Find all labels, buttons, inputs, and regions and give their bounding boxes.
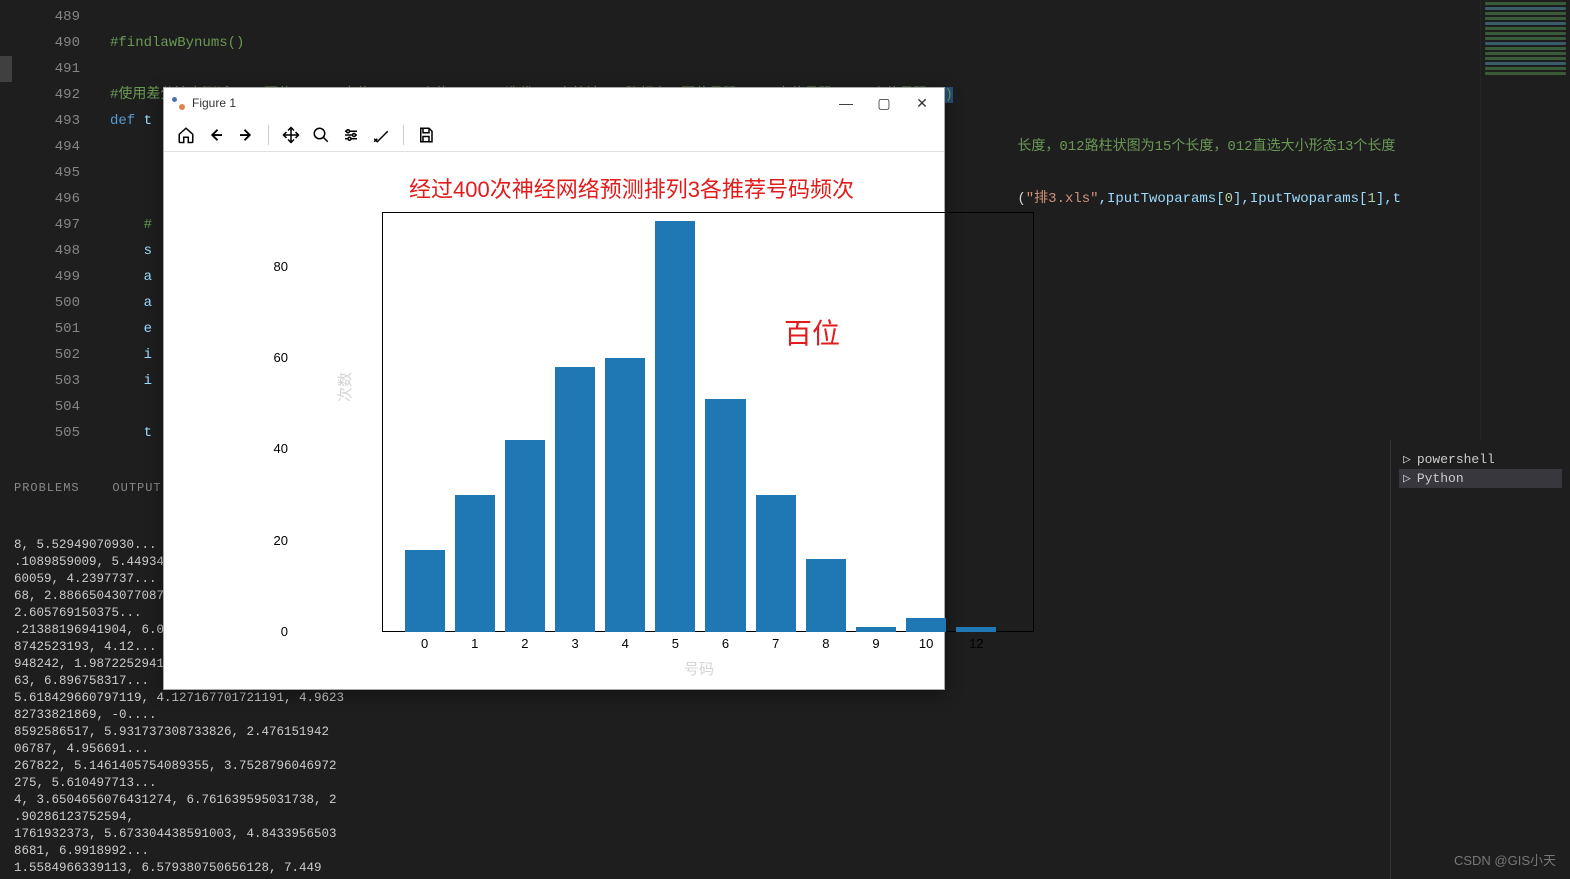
x-tick-label: 10 bbox=[911, 636, 941, 651]
x-tick-label: 6 bbox=[711, 636, 741, 651]
code-keyword: def bbox=[110, 113, 135, 129]
code-line: t bbox=[144, 425, 152, 441]
x-tick-label: 5 bbox=[660, 636, 690, 651]
bar bbox=[906, 618, 946, 632]
line-number: 489 bbox=[0, 4, 80, 30]
bar bbox=[705, 399, 745, 632]
figure-canvas: 经过400次神经网络预测排列3各推荐号码频次 百位 次数 号码 02040608… bbox=[164, 152, 944, 689]
close-button[interactable]: ✕ bbox=[912, 95, 932, 112]
forward-icon[interactable] bbox=[234, 123, 258, 147]
code-line: i bbox=[144, 373, 152, 389]
window-title: Figure 1 bbox=[192, 96, 836, 110]
line-number: 490 bbox=[0, 30, 80, 56]
line-number: 493 bbox=[0, 108, 80, 134]
x-tick-label: 4 bbox=[610, 636, 640, 651]
code-line: a bbox=[144, 269, 152, 285]
line-number: 496 bbox=[0, 186, 80, 212]
zoom-icon[interactable] bbox=[309, 123, 333, 147]
bar bbox=[756, 495, 796, 632]
figure-toolbar bbox=[164, 118, 944, 152]
terminal-icon: ▷ bbox=[1403, 452, 1411, 467]
code-line: ],t bbox=[1376, 191, 1401, 207]
code-line: i bbox=[144, 347, 152, 363]
y-tick-label: 60 bbox=[258, 350, 288, 365]
y-tick-label: 20 bbox=[258, 533, 288, 548]
line-number: 502 bbox=[0, 342, 80, 368]
terminal-item-powershell[interactable]: ▷ powershell bbox=[1399, 450, 1562, 469]
terminal-list: ▷ powershell ▷ Python bbox=[1390, 440, 1570, 879]
bar bbox=[555, 367, 595, 632]
terminal-item-python[interactable]: ▷ Python bbox=[1399, 469, 1562, 488]
code-line: e bbox=[144, 321, 152, 337]
line-number: 492 bbox=[0, 82, 80, 108]
save-icon[interactable] bbox=[414, 123, 438, 147]
line-number: 504 bbox=[0, 394, 80, 420]
x-tick-label: 9 bbox=[861, 636, 891, 651]
y-axis-label: 次数 bbox=[334, 372, 355, 402]
bar bbox=[455, 495, 495, 632]
x-tick-label: 2 bbox=[510, 636, 540, 651]
home-icon[interactable] bbox=[174, 123, 198, 147]
line-number: 491 bbox=[0, 56, 80, 82]
line-number: 499 bbox=[0, 264, 80, 290]
code-line: ,IputTwoparams[ bbox=[1099, 191, 1225, 207]
x-axis-label: 号码 bbox=[684, 658, 714, 679]
toolbar-separator bbox=[403, 125, 404, 145]
x-tick-label: 3 bbox=[560, 636, 590, 651]
code-line: 长度，012路柱状图为15个长度，012直选大小形态13个长度 bbox=[1017, 139, 1395, 155]
x-tick-label: 1 bbox=[460, 636, 490, 651]
back-icon[interactable] bbox=[204, 123, 228, 147]
code-num: 1 bbox=[1367, 191, 1375, 207]
watermark: CSDN @GIS小天 bbox=[1454, 850, 1556, 869]
toolbar-separator bbox=[268, 125, 269, 145]
pan-icon[interactable] bbox=[279, 123, 303, 147]
bar bbox=[856, 627, 896, 632]
bar bbox=[405, 550, 445, 632]
code-line: ( bbox=[1017, 191, 1025, 207]
line-number: 498 bbox=[0, 238, 80, 264]
terminal-icon: ▷ bbox=[1403, 471, 1411, 486]
bar bbox=[956, 627, 996, 632]
chart-title: 经过400次神经网络预测排列3各推荐号码频次 bbox=[409, 172, 854, 204]
code-line: ],IputTwoparams[ bbox=[1233, 191, 1367, 207]
line-number: 501 bbox=[0, 316, 80, 342]
bar bbox=[655, 221, 695, 632]
figure-window: Figure 1 — ▢ ✕ 经过400次神经网络预测排列3各推荐号码频次 百位… bbox=[163, 87, 945, 690]
code-string: "排3.xls" bbox=[1026, 191, 1099, 207]
line-number: 500 bbox=[0, 290, 80, 316]
line-number: 497 bbox=[0, 212, 80, 238]
matplotlib-icon bbox=[170, 95, 186, 111]
x-tick-label: 12 bbox=[961, 636, 991, 651]
window-controls: — ▢ ✕ bbox=[836, 95, 932, 112]
edit-icon[interactable] bbox=[369, 123, 393, 147]
bar bbox=[605, 358, 645, 632]
y-tick-label: 40 bbox=[258, 441, 288, 456]
x-tick-label: 0 bbox=[410, 636, 440, 651]
x-tick-label: 8 bbox=[811, 636, 841, 651]
code-line: a bbox=[144, 295, 152, 311]
y-tick-label: 80 bbox=[258, 259, 288, 274]
terminal-item-label: powershell bbox=[1417, 452, 1495, 467]
terminal-item-label: Python bbox=[1417, 471, 1464, 486]
line-number: 494 bbox=[0, 134, 80, 160]
x-tick-label: 7 bbox=[761, 636, 791, 651]
minimize-button[interactable]: — bbox=[836, 95, 856, 112]
window-titlebar[interactable]: Figure 1 — ▢ ✕ bbox=[164, 88, 944, 118]
y-tick-label: 0 bbox=[258, 624, 288, 639]
code-num: 0 bbox=[1225, 191, 1233, 207]
code-line: s bbox=[144, 243, 152, 259]
code-line: # bbox=[144, 217, 152, 233]
minimap[interactable] bbox=[1480, 0, 1570, 440]
bar bbox=[806, 559, 846, 632]
bar bbox=[505, 440, 545, 632]
code-line: t bbox=[135, 113, 152, 129]
configure-icon[interactable] bbox=[339, 123, 363, 147]
maximize-button[interactable]: ▢ bbox=[874, 95, 894, 112]
line-number: 495 bbox=[0, 160, 80, 186]
line-number-gutter: 4894904914924934944954964974984995005015… bbox=[0, 0, 100, 446]
line-number: 503 bbox=[0, 368, 80, 394]
code-line: #findlawBynums() bbox=[110, 35, 244, 51]
